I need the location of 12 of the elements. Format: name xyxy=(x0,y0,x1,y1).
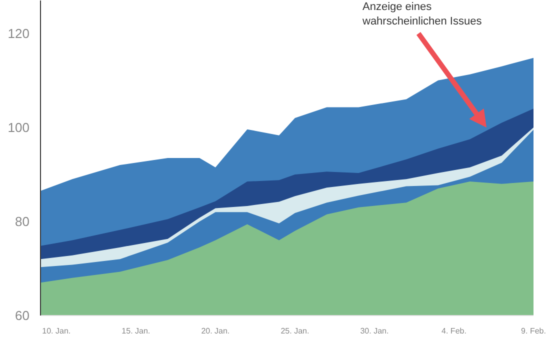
x-tick-label: 9. Feb. xyxy=(521,326,546,336)
x-tick-label: 25. Jan. xyxy=(280,326,310,336)
x-tick-label: 10. Jan. xyxy=(42,326,71,336)
x-tick-label: 20. Jan. xyxy=(201,326,230,336)
y-tick-label: 120 xyxy=(8,26,30,41)
y-tick-label: 60 xyxy=(15,308,30,323)
x-tick-label: 30. Jan. xyxy=(360,326,389,336)
annotation: Anzeige eines wahrscheinlichen Issues xyxy=(362,1,482,28)
y-tick-label: 80 xyxy=(15,214,30,229)
y-tick-label: 100 xyxy=(8,120,30,135)
x-tick-label: 4. Feb. xyxy=(442,326,466,336)
x-tick-label: 15. Jan. xyxy=(122,326,150,336)
